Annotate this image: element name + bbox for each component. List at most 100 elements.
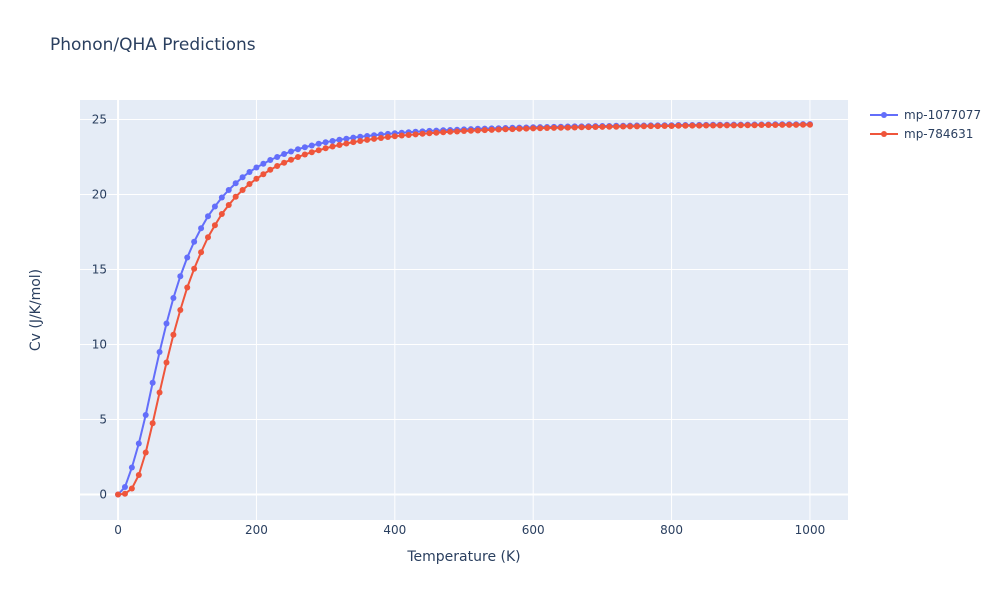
data-point[interactable] <box>329 143 336 150</box>
data-point[interactable] <box>613 123 620 130</box>
data-point[interactable] <box>135 440 142 447</box>
data-point[interactable] <box>156 349 163 355</box>
data-point[interactable] <box>391 133 398 140</box>
data-point[interactable] <box>516 125 523 132</box>
data-point[interactable] <box>647 123 654 130</box>
data-point[interactable] <box>696 122 703 129</box>
data-point[interactable] <box>163 320 170 327</box>
data-point[interactable] <box>502 126 509 133</box>
data-point[interactable] <box>142 449 149 456</box>
data-point[interactable] <box>467 127 474 134</box>
data-point[interactable] <box>710 122 717 129</box>
data-point[interactable] <box>578 124 585 131</box>
data-point[interactable] <box>308 142 315 149</box>
data-point[interactable] <box>294 154 301 160</box>
data-point[interactable] <box>661 122 668 129</box>
data-point[interactable] <box>433 129 440 136</box>
data-point[interactable] <box>350 139 357 146</box>
data-point[interactable] <box>357 133 364 140</box>
data-point[interactable] <box>772 122 779 129</box>
data-point[interactable] <box>294 146 301 153</box>
data-point[interactable] <box>198 249 205 256</box>
data-point[interactable] <box>405 131 412 138</box>
data-point[interactable] <box>281 151 288 157</box>
data-point[interactable] <box>184 254 191 261</box>
data-point[interactable] <box>786 121 793 128</box>
data-point[interactable] <box>225 187 232 193</box>
data-point[interactable] <box>315 140 322 147</box>
legend-item[interactable]: mp-1077077 <box>870 108 981 122</box>
data-point[interactable] <box>371 135 378 142</box>
data-point[interactable] <box>357 137 364 144</box>
data-point[interactable] <box>274 154 281 160</box>
data-point[interactable] <box>557 124 564 131</box>
data-point[interactable] <box>170 295 177 301</box>
data-point[interactable] <box>606 123 613 130</box>
data-point[interactable] <box>253 164 260 171</box>
data-point[interactable] <box>689 122 696 129</box>
data-point[interactable] <box>184 284 191 291</box>
data-point[interactable] <box>343 140 350 147</box>
legend[interactable]: mp-1077077 mp-784631 <box>870 108 981 141</box>
data-point[interactable] <box>260 171 267 178</box>
data-point[interactable] <box>654 123 661 130</box>
data-point[interactable] <box>315 147 322 154</box>
data-point[interactable] <box>218 211 225 217</box>
data-point[interactable] <box>640 123 647 130</box>
data-point[interactable] <box>592 124 599 130</box>
data-point[interactable] <box>599 123 606 130</box>
data-point[interactable] <box>620 123 627 130</box>
data-point[interactable] <box>128 464 135 471</box>
data-point[interactable] <box>419 130 426 137</box>
data-point[interactable] <box>246 181 253 187</box>
data-point[interactable] <box>135 472 142 478</box>
data-point[interactable] <box>156 389 163 396</box>
data-point[interactable] <box>717 122 723 129</box>
data-point[interactable] <box>509 126 516 133</box>
data-point[interactable] <box>322 139 329 146</box>
data-point[interactable] <box>274 163 281 169</box>
data-point[interactable] <box>758 122 765 129</box>
data-point[interactable] <box>218 194 225 201</box>
data-point[interactable] <box>495 126 502 133</box>
data-point[interactable] <box>288 148 295 155</box>
data-point[interactable] <box>412 131 419 138</box>
data-point[interactable] <box>398 132 405 139</box>
data-point[interactable] <box>627 123 634 130</box>
data-point[interactable] <box>454 128 461 135</box>
data-point[interactable] <box>675 122 682 129</box>
data-point[interactable] <box>211 203 218 210</box>
data-point[interactable] <box>121 490 128 497</box>
data-point[interactable] <box>301 144 308 151</box>
data-point[interactable] <box>530 125 537 132</box>
data-point[interactable] <box>149 379 156 386</box>
data-point[interactable] <box>806 121 813 128</box>
data-point[interactable] <box>149 420 156 427</box>
data-point[interactable] <box>177 273 184 280</box>
data-point[interactable] <box>350 134 357 141</box>
data-point[interactable] <box>744 122 751 129</box>
data-point[interactable] <box>779 121 786 128</box>
data-point[interactable] <box>440 129 447 136</box>
data-point[interactable] <box>800 121 807 128</box>
data-point[interactable] <box>447 128 454 135</box>
data-point[interactable] <box>177 307 184 313</box>
data-point[interactable] <box>730 122 737 129</box>
data-point[interactable] <box>364 136 371 143</box>
data-point[interactable] <box>336 136 343 143</box>
data-point[interactable] <box>571 124 578 131</box>
data-point[interactable] <box>523 125 530 132</box>
data-point[interactable] <box>585 124 592 131</box>
data-point[interactable] <box>544 125 551 132</box>
data-point[interactable] <box>191 238 198 245</box>
data-point[interactable] <box>322 145 329 152</box>
data-point[interactable] <box>170 331 177 338</box>
data-point[interactable] <box>668 122 675 129</box>
data-point[interactable] <box>703 122 710 129</box>
data-point[interactable] <box>205 234 211 241</box>
data-point[interactable] <box>426 130 433 137</box>
data-point[interactable] <box>474 127 481 134</box>
data-point[interactable] <box>343 135 350 142</box>
data-point[interactable] <box>239 174 246 181</box>
data-point[interactable] <box>564 124 571 131</box>
